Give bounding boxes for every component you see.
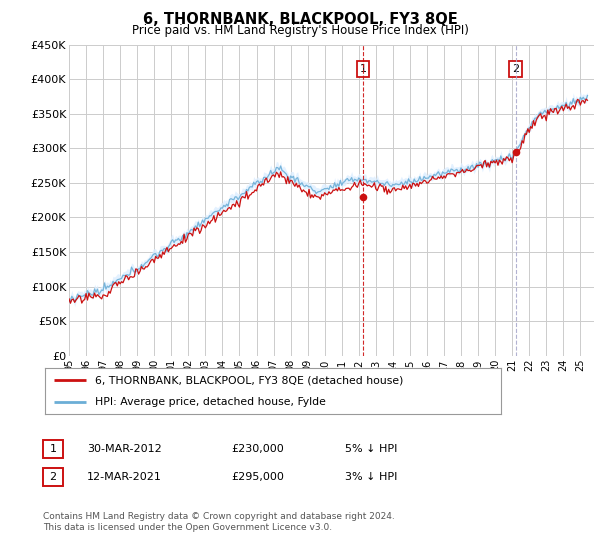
Text: 2: 2: [512, 64, 519, 74]
Point: [511, 147, 520, 156]
Text: £230,000: £230,000: [231, 444, 284, 454]
Text: 12-MAR-2021: 12-MAR-2021: [87, 472, 162, 482]
Text: 2: 2: [50, 472, 56, 482]
Text: HPI: Average price, detached house, Fylde: HPI: Average price, detached house, Fyld…: [95, 397, 326, 407]
Text: 30-MAR-2012: 30-MAR-2012: [87, 444, 162, 454]
Text: £295,000: £295,000: [231, 472, 284, 482]
Text: 1: 1: [50, 444, 56, 454]
Text: 6, THORNBANK, BLACKPOOL, FY3 8QE: 6, THORNBANK, BLACKPOOL, FY3 8QE: [143, 12, 457, 27]
Text: Price paid vs. HM Land Registry's House Price Index (HPI): Price paid vs. HM Land Registry's House …: [131, 24, 469, 37]
Text: Contains HM Land Registry data © Crown copyright and database right 2024.
This d: Contains HM Land Registry data © Crown c…: [43, 512, 395, 532]
Text: 1: 1: [359, 64, 367, 74]
Point: [358, 192, 368, 201]
Text: 3% ↓ HPI: 3% ↓ HPI: [345, 472, 397, 482]
Text: 5% ↓ HPI: 5% ↓ HPI: [345, 444, 397, 454]
Text: 6, THORNBANK, BLACKPOOL, FY3 8QE (detached house): 6, THORNBANK, BLACKPOOL, FY3 8QE (detach…: [95, 375, 404, 385]
